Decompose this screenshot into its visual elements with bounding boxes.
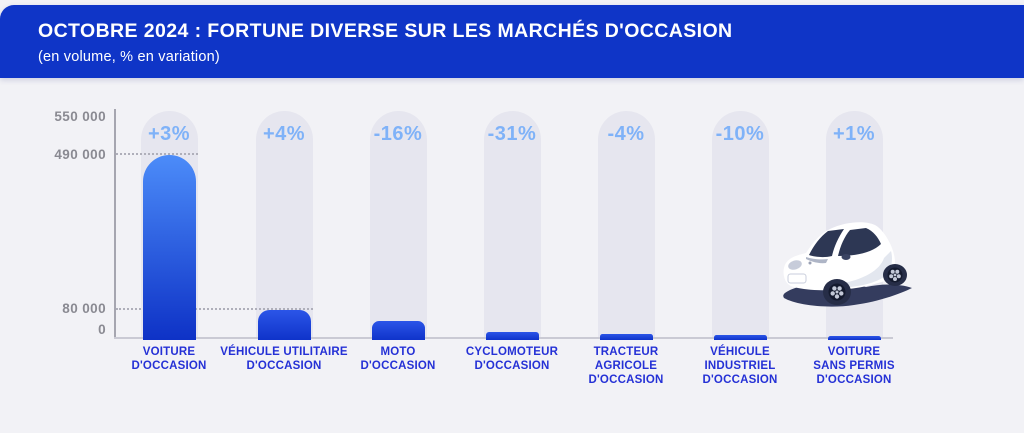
bar-category-label: TRACTEUR AGRICOLE D'OCCASION bbox=[588, 346, 664, 386]
bar-change-label: +1% bbox=[832, 123, 876, 145]
bar-category-label: VOITURE SANS PERMIS D'OCCASION bbox=[813, 346, 895, 386]
header-banner: OCTOBRE 2024 : FORTUNE DIVERSE SUR LES M… bbox=[0, 5, 1024, 78]
y-axis-tick: 80 000 bbox=[62, 301, 106, 316]
car-license-plate bbox=[787, 273, 807, 284]
bar-track bbox=[597, 111, 655, 338]
car-illustration bbox=[783, 222, 912, 307]
y-axis-tick: 490 000 bbox=[54, 147, 106, 162]
bar-fill bbox=[599, 334, 653, 340]
page-subtitle: (en volume, % en variation) bbox=[38, 49, 220, 65]
gridline bbox=[116, 153, 198, 155]
y-axis-tick: 0 bbox=[98, 322, 106, 337]
bar-category-label: VÉHICULE UTILITAIRE D'OCCASION bbox=[220, 346, 348, 372]
bar-fill bbox=[713, 335, 767, 340]
bar-category-label: CYCLOMOTEUR D'OCCASION bbox=[465, 346, 559, 372]
bar-change-label: -16% bbox=[373, 123, 423, 145]
bar-track bbox=[255, 111, 313, 338]
bar-category-label: VÉHICULE INDUSTRIEL D'OCCASION bbox=[702, 346, 778, 386]
car-logo-dot bbox=[808, 261, 812, 265]
car-windshield bbox=[809, 229, 844, 258]
bar-track bbox=[711, 111, 769, 338]
bar-category-label: VOITURE D'OCCASION bbox=[131, 346, 207, 372]
car-rear-wheel bbox=[883, 264, 907, 286]
bar-change-label: +4% bbox=[262, 123, 306, 145]
bar-category-label: MOTO D'OCCASION bbox=[360, 346, 436, 372]
bar-fill bbox=[485, 332, 539, 340]
bar-fill bbox=[257, 310, 311, 340]
car-body-shading bbox=[838, 251, 892, 288]
bar-track bbox=[483, 111, 541, 338]
bar-change-label: +3% bbox=[147, 123, 191, 145]
y-axis-line bbox=[114, 109, 116, 338]
car-side-window bbox=[838, 228, 881, 256]
bar-fill bbox=[371, 321, 425, 340]
bar-change-label: -4% bbox=[607, 123, 645, 145]
bar-fill bbox=[142, 155, 196, 340]
bar-change-label: -10% bbox=[715, 123, 765, 145]
car-front-wheel bbox=[823, 279, 851, 305]
page-title: OCTOBRE 2024 : FORTUNE DIVERSE SUR LES M… bbox=[38, 20, 733, 42]
y-axis-tick: 550 000 bbox=[54, 109, 106, 124]
car-cowl-vent bbox=[806, 257, 828, 264]
gridline bbox=[116, 308, 313, 310]
bar-track bbox=[369, 111, 427, 338]
bar-change-label: -31% bbox=[487, 123, 537, 145]
car-mirror bbox=[841, 254, 851, 260]
car-headlight bbox=[788, 260, 802, 270]
bar-fill bbox=[827, 336, 881, 340]
